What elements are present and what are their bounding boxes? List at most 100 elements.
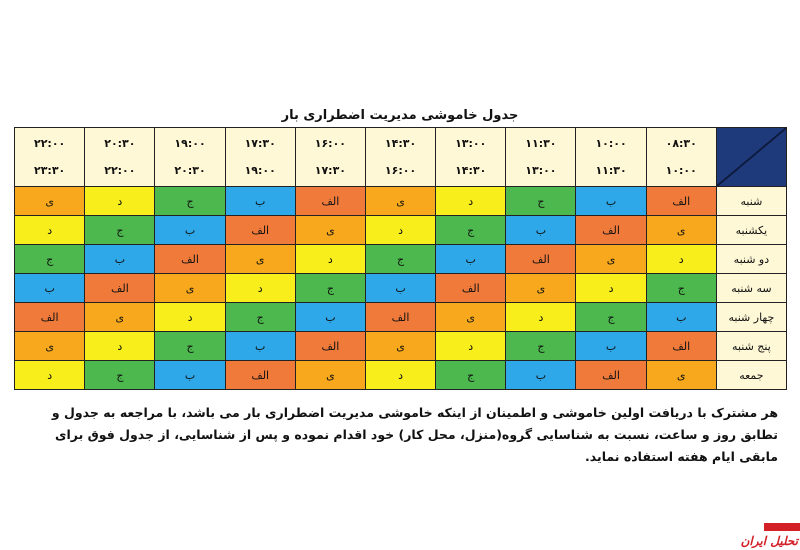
slot-end-time: ۱۴:۳۰: [455, 164, 487, 177]
group-cell: ب: [505, 360, 577, 390]
group-cell: د: [84, 186, 156, 216]
header-row: ۰۸:۳۰ ۱۰:۰۰ ۱۰:۰۰ ۱۱:۳۰ ۱۱:۳۰ ۱۳:۰۰ ۱۳:۰۰ ۱۴:۳۰…: [13, 127, 788, 187]
group-cell: الف: [575, 360, 647, 390]
group-cell: الف: [364, 302, 437, 332]
group-cell: الف: [645, 186, 717, 216]
group-cell: ج: [84, 215, 156, 245]
group-cell: الف: [13, 302, 86, 332]
group-cell: ب: [575, 331, 647, 361]
time-slot-header: ۱۱:۳۰ ۱۳:۰۰: [505, 127, 577, 187]
group-cell: ب: [84, 244, 156, 274]
group-cell: د: [575, 273, 647, 303]
group-cell: ج: [575, 302, 647, 332]
slot-start-time: ۱۰:۰۰: [595, 137, 627, 150]
group-cell: د: [364, 215, 437, 245]
slot-end-time: ۱۰:۰۰: [665, 164, 697, 177]
slot-start-time: ۱۷:۳۰: [244, 137, 276, 150]
instruction-note: هر مشترک با دریافت اولین خاموشی و اطمینا…: [51, 405, 778, 464]
group-cell: الف: [224, 360, 296, 390]
day-label: شنبه: [715, 186, 788, 216]
slot-end-time: ۲۰:۳۰: [174, 164, 206, 177]
group-cell: ب: [224, 186, 296, 216]
time-slot-header: ۱۶:۰۰ ۱۷:۳۰: [294, 127, 366, 187]
corner-cell: [715, 127, 788, 187]
table-row: شنبه الف ب ج د ی الف ب ج د ی: [13, 186, 788, 216]
slot-start-time: ۱۴:۳۰: [384, 137, 417, 150]
group-cell: ی: [224, 244, 296, 274]
group-cell: ب: [435, 244, 507, 274]
group-cell: ب: [645, 302, 717, 332]
group-cell: ج: [435, 215, 507, 245]
slot-end-time: ۱۳:۰۰: [525, 164, 557, 177]
group-cell: ج: [13, 244, 86, 274]
table-row: پنج شنبه الف ب ج د ی الف ب ج د ی: [13, 331, 788, 361]
slot-start-time: ۲۲:۰۰: [34, 137, 66, 150]
table-row: چهار شنبه ب ج د ی الف ب ج د ی الف: [13, 302, 788, 332]
slot-start-time: ۰۸:۳۰: [665, 137, 697, 150]
group-cell: ب: [224, 331, 296, 361]
group-cell: ب: [13, 273, 86, 303]
table-row: دو شنبه د ی الف ب ج د ی الف ب ج: [13, 244, 788, 274]
group-cell: ی: [154, 273, 226, 303]
page-title: جدول خاموشی مدیریت اضطراری بار: [281, 108, 519, 123]
group-cell: ب: [505, 215, 577, 245]
group-cell: ج: [505, 186, 577, 216]
slot-end-time: ۱۱:۳۰: [595, 164, 627, 177]
table-row: جمعه ی الف ب ج د ی الف ب ج د: [13, 360, 788, 390]
group-cell: ج: [224, 302, 296, 332]
group-cell: ج: [435, 360, 507, 390]
group-cell: ب: [364, 273, 437, 303]
group-cell: الف: [294, 186, 366, 216]
slot-end-time: ۱۷:۳۰: [314, 164, 347, 177]
slot-start-time: ۱۳:۰۰: [455, 137, 487, 150]
day-label: جمعه: [715, 360, 788, 390]
group-cell: الف: [84, 273, 156, 303]
group-cell: د: [154, 302, 226, 332]
group-cell: ی: [645, 215, 717, 245]
group-cell: ب: [294, 302, 366, 332]
slot-end-time: ۲۲:۰۰: [104, 164, 136, 177]
group-cell: ی: [294, 360, 366, 390]
group-cell: ج: [294, 273, 366, 303]
group-cell: د: [84, 331, 156, 361]
time-slot-header: ۲۰:۳۰ ۲۲:۰۰: [84, 127, 156, 187]
slot-end-time: ۱۶:۰۰: [384, 164, 417, 177]
group-cell: ج: [505, 331, 577, 361]
group-cell: ی: [505, 273, 577, 303]
time-slot-header: ۲۲:۰۰ ۲۳:۳۰: [13, 127, 86, 187]
group-cell: د: [13, 215, 86, 245]
svg-text:تحلیل ایران: تحلیل ایران: [741, 534, 800, 549]
group-cell: ی: [364, 331, 437, 361]
group-cell: ب: [154, 215, 226, 245]
slot-start-time: ۱۱:۳۰: [525, 137, 557, 150]
time-slot-header: ۱۰:۰۰ ۱۱:۳۰: [575, 127, 647, 187]
group-cell: ی: [435, 302, 507, 332]
group-cell: الف: [224, 215, 296, 245]
table-row: سه شنبه ج د ی الف ب ج د ی الف ب: [13, 273, 788, 303]
group-cell: الف: [294, 331, 366, 361]
day-label: دو شنبه: [715, 244, 788, 274]
group-cell: د: [294, 244, 366, 274]
group-cell: ی: [13, 331, 86, 361]
group-cell: الف: [154, 244, 226, 274]
group-cell: ی: [84, 302, 156, 332]
group-cell: الف: [645, 331, 717, 361]
day-label: سه شنبه: [715, 273, 788, 303]
group-cell: ب: [575, 186, 647, 216]
group-cell: د: [505, 302, 577, 332]
day-label: چهار شنبه: [715, 302, 788, 332]
group-cell: الف: [505, 244, 577, 274]
group-cell: د: [13, 360, 86, 390]
slot-end-time: ۲۳:۳۰: [34, 164, 66, 177]
group-cell: ی: [575, 244, 647, 274]
slot-start-time: ۱۹:۰۰: [174, 137, 206, 150]
group-cell: ب: [154, 360, 226, 390]
time-slot-header: ۱۷:۳۰ ۱۹:۰۰: [224, 127, 296, 187]
time-slot-header: ۱۳:۰۰ ۱۴:۳۰: [435, 127, 507, 187]
slot-start-time: ۲۰:۳۰: [104, 137, 136, 150]
group-cell: ی: [13, 186, 86, 216]
time-slot-header: ۰۸:۳۰ ۱۰:۰۰: [645, 127, 717, 187]
time-slot-header: ۱۹:۰۰ ۲۰:۳۰: [154, 127, 226, 187]
group-cell: الف: [575, 215, 647, 245]
time-slot-header: ۱۴:۳۰ ۱۶:۰۰: [364, 127, 437, 187]
